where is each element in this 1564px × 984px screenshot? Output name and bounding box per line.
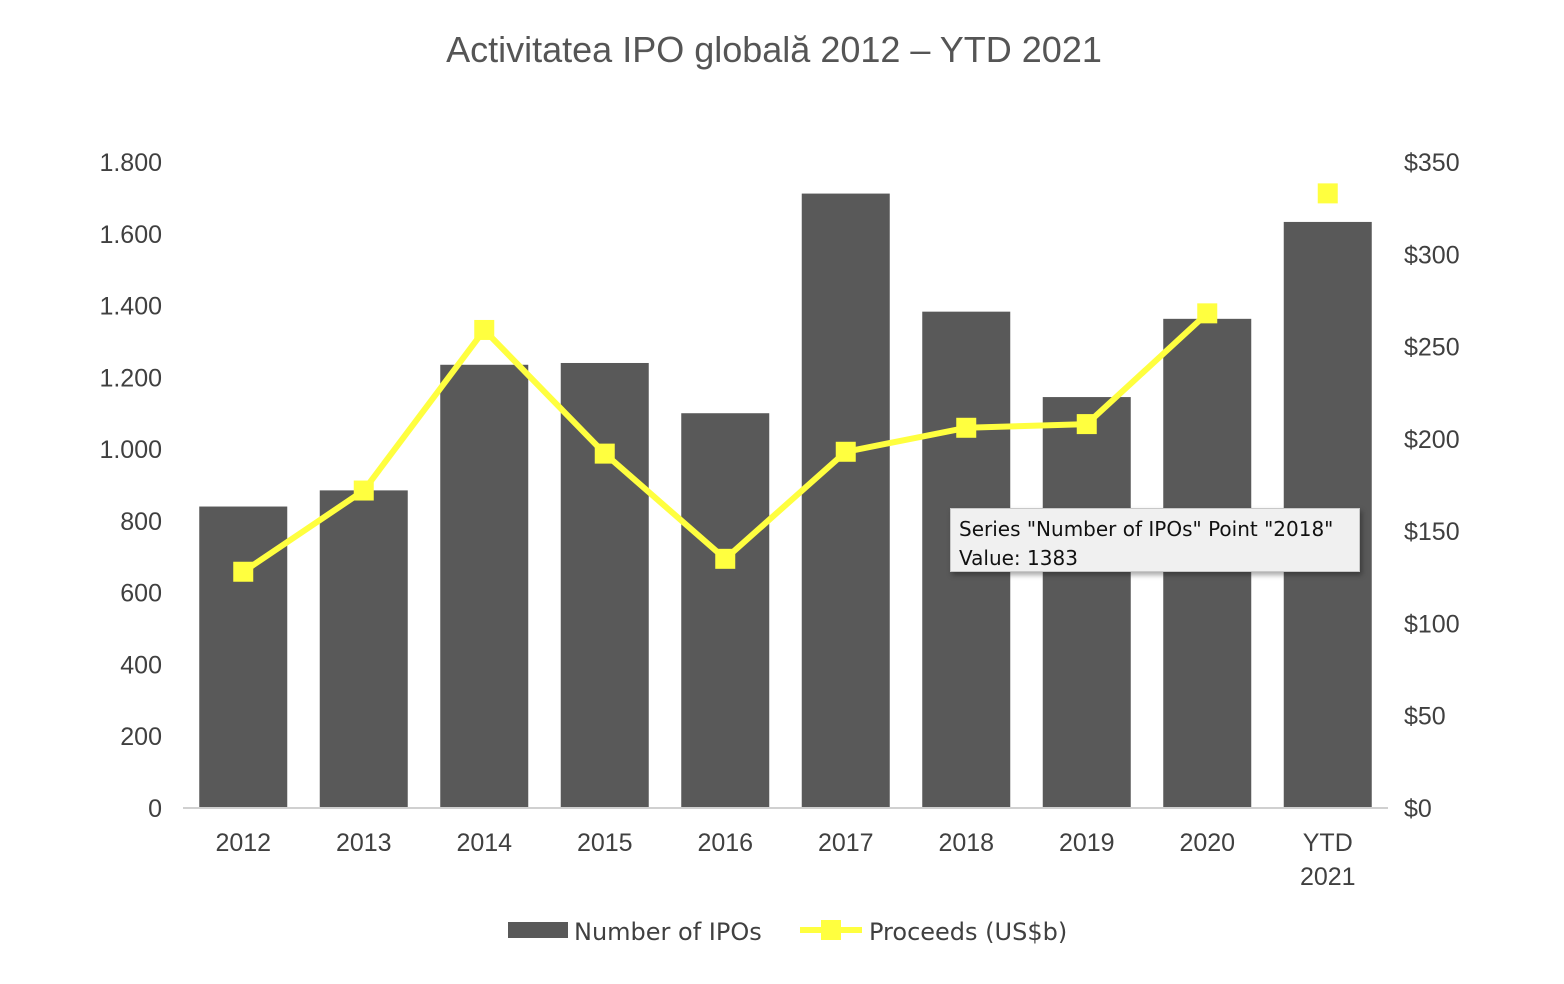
y-left-tick-label: 800 [120, 508, 162, 536]
tooltip-value-line: Value: 1383 [959, 546, 1078, 570]
y-right-tick-label: $100 [1404, 610, 1460, 638]
y-left-tick-label: 1.600 [99, 221, 162, 249]
legend-label-number-of-ipos: Number of IPOs [574, 918, 762, 946]
y-right-tick-label: $300 [1404, 241, 1460, 269]
x-tick-label: 2013 [336, 829, 392, 857]
tooltip-series-line: Series "Number of IPOs" Point "2018" [959, 517, 1334, 541]
proceeds-marker [1197, 303, 1218, 324]
bar-number-of-ipos [681, 413, 770, 808]
proceeds-marker [1076, 414, 1097, 435]
data-tooltip: Series "Number of IPOs" Point "2018" Val… [950, 508, 1360, 572]
y-left-tick-label: 1.000 [99, 436, 162, 464]
proceeds-marker [594, 443, 615, 464]
bar-number-of-ipos [199, 506, 288, 808]
bar-number-of-ipos [560, 362, 649, 808]
chart-title: Activitatea IPO globală 2012 – YTD 2021 [446, 29, 1102, 70]
legend-label-proceeds: Proceeds (US$b) [869, 918, 1067, 946]
y-left-tick-label: 1.400 [99, 293, 162, 321]
x-tick-label: 2016 [697, 829, 753, 857]
y-left-tick-label: 400 [120, 651, 162, 679]
y-left-tick-label: 1.800 [99, 149, 162, 177]
x-tick-label: 2021 [1300, 863, 1356, 891]
y-left-tick-label: 0 [148, 795, 162, 823]
bar-number-of-ipos [801, 193, 890, 809]
x-tick-label: 2015 [577, 829, 633, 857]
x-tick-label: 2012 [215, 829, 271, 857]
y-right-tick-label: $350 [1404, 149, 1460, 177]
proceeds-marker [353, 480, 374, 501]
bar-number-of-ipos [1042, 397, 1131, 808]
x-tick-label: YTD [1303, 829, 1353, 857]
x-tick-label: 2020 [1179, 829, 1235, 857]
y-left-tick-label: 200 [120, 723, 162, 751]
bar-number-of-ipos [319, 490, 408, 808]
y-left-tick-label: 600 [120, 580, 162, 608]
proceeds-marker [835, 441, 856, 462]
y-right-tick-label: $0 [1404, 795, 1432, 823]
y-right-tick-label: $200 [1404, 426, 1460, 454]
proceeds-marker [233, 561, 254, 582]
bar-number-of-ipos [440, 364, 529, 808]
x-tick-label: 2017 [818, 829, 874, 857]
x-tick-label: 2014 [456, 829, 512, 857]
legend-marker-proceeds [821, 920, 841, 940]
y-right-tick-label: $50 [1404, 703, 1446, 731]
proceeds-marker [715, 548, 736, 569]
x-tick-label: 2019 [1059, 829, 1115, 857]
legend-swatch-number-of-ipos [508, 922, 568, 938]
proceeds-marker [1317, 183, 1338, 204]
y-right-tick-label: $150 [1404, 518, 1460, 546]
y-left-tick-label: 1.200 [99, 364, 162, 392]
x-tick-label: 2018 [938, 829, 994, 857]
proceeds-marker [474, 319, 495, 340]
y-right-tick-label: $250 [1404, 334, 1460, 362]
proceeds-marker [956, 417, 977, 438]
